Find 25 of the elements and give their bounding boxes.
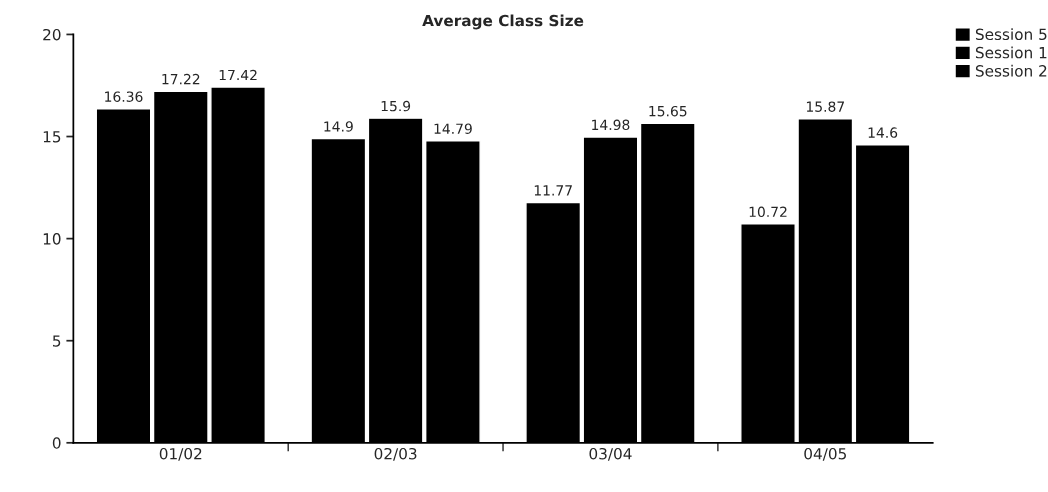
chart-title: Average Class Size [422,14,584,30]
data-label: 14.98 [592,119,630,131]
data-label: 10.72 [749,206,787,218]
x-tick-label: 03/04 [589,447,632,461]
data-label: 15.65 [649,105,687,117]
y-tick-label: 10 [43,233,61,245]
data-label: 16.36 [105,91,143,102]
data-label: 17.22 [162,73,200,85]
legend-label: Session 1 [975,46,1047,59]
y-tick-label: 0 [52,437,61,449]
data-label: 11.77 [534,185,572,196]
x-tick-label: 02/03 [374,447,417,461]
y-tick-label: 20 [43,28,61,41]
data-label: 14.9 [324,121,353,132]
y-tick-label: 15 [43,131,61,143]
data-label: 15.9 [381,100,411,112]
data-label: 14.6 [868,127,898,138]
data-label: 15.87 [806,101,844,112]
legend-label: Session 2 [975,64,1047,77]
legend-label: Session 5 [975,28,1047,41]
y-tick-label: 5 [53,335,61,347]
x-tick-label: 01/02 [159,447,202,461]
data-label: 14.79 [434,123,472,134]
data-label: 17.42 [219,69,257,81]
x-tick-label: 04/05 [804,447,846,461]
